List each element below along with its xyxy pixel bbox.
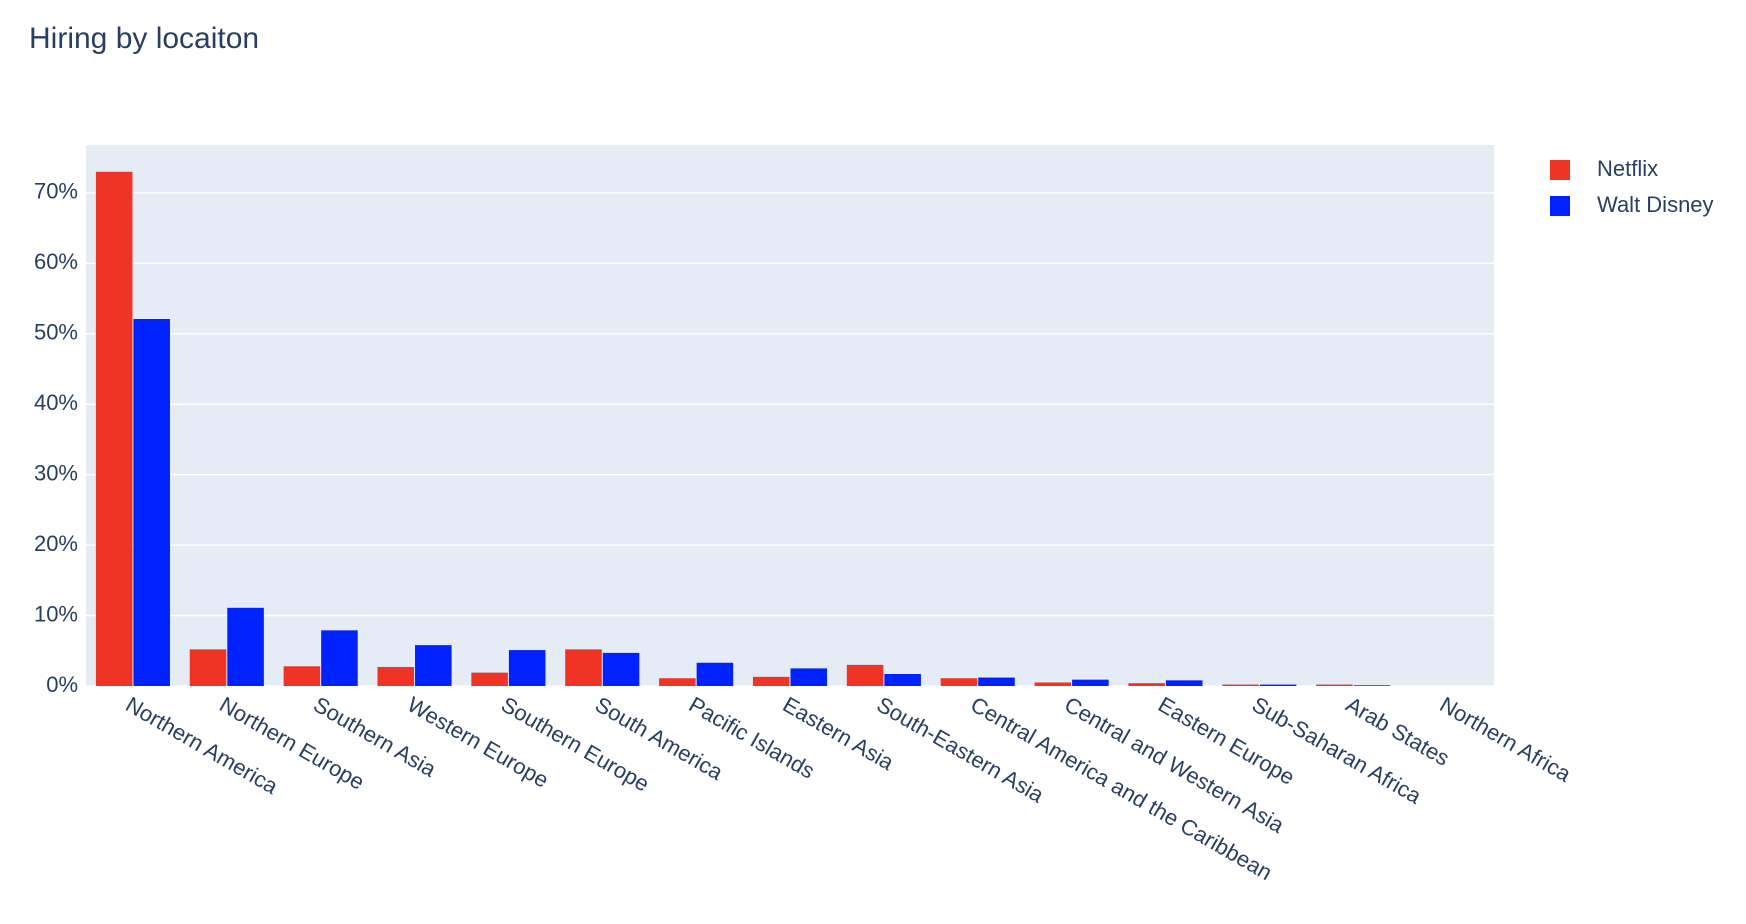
bar <box>508 650 546 686</box>
legend-label: Walt Disney <box>1597 192 1714 217</box>
bar <box>790 668 828 686</box>
y-tick-label: 10% <box>34 601 78 626</box>
bar <box>752 676 790 686</box>
y-tick-label: 70% <box>34 179 78 204</box>
bar <box>884 674 921 686</box>
y-tick-label: 40% <box>34 390 78 415</box>
bar <box>321 630 358 686</box>
bar <box>565 649 602 686</box>
plot-background <box>86 145 1494 686</box>
chart-title: Hiring by locaiton <box>29 22 259 55</box>
bar <box>940 678 978 686</box>
bar <box>1259 684 1297 686</box>
y-tick-label: 50% <box>34 320 78 345</box>
x-tick-label: South-Eastern Asia <box>872 692 1048 808</box>
bar <box>471 672 508 686</box>
bar <box>415 645 452 686</box>
bar <box>283 666 321 686</box>
bar <box>1222 684 1259 686</box>
bar <box>978 677 1015 686</box>
bar <box>602 652 640 686</box>
y-tick-label: 0% <box>46 672 78 697</box>
bar <box>1165 680 1203 686</box>
bar <box>1034 682 1072 686</box>
bar <box>1072 679 1109 686</box>
bar <box>696 662 734 686</box>
x-tick-label: Sub-Saharan Africa <box>1248 692 1426 809</box>
bar <box>846 664 884 686</box>
bar <box>189 649 227 686</box>
bar <box>95 171 133 686</box>
bar <box>1128 683 1165 686</box>
bar <box>1353 685 1391 686</box>
bar <box>227 607 264 686</box>
legend-label: Netflix <box>1597 156 1658 181</box>
bar <box>1316 684 1353 686</box>
bar <box>377 666 415 686</box>
y-tick-label: 60% <box>34 249 78 274</box>
bar <box>659 678 696 686</box>
y-tick-label: 30% <box>34 460 78 485</box>
y-tick-label: 20% <box>34 531 78 556</box>
bar <box>133 318 170 686</box>
legend-swatch <box>1550 196 1570 216</box>
x-tick-label: Northern America <box>122 692 283 800</box>
x-tick-label: Northern Africa <box>1436 692 1576 787</box>
legend-swatch <box>1550 160 1570 180</box>
